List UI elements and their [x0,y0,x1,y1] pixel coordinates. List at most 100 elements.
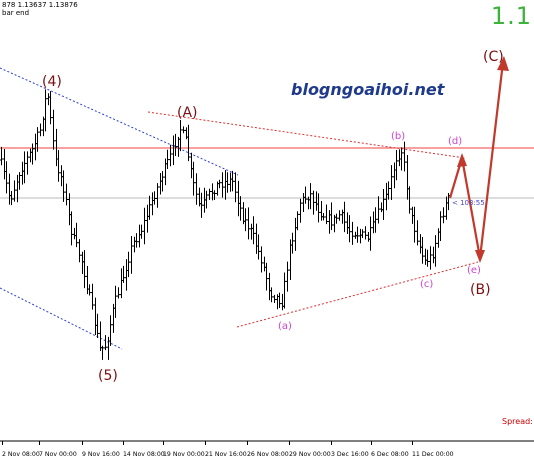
ohlc-bar [418,234,423,254]
ohlc-bar [126,251,131,278]
ohlc-bar [262,256,267,272]
ohlc-bar [4,161,9,194]
ohlc-bar [425,249,430,267]
ohlc-bar [72,227,77,240]
ohlc-bar [160,171,165,192]
ohlc-bar [142,207,147,245]
ohlc-bar [95,313,100,338]
ohlc-bar [246,207,251,240]
arrow-head-e [475,250,485,263]
ohlc-bar [397,149,402,167]
ohlc-bar [119,268,124,299]
ohlc-bar [17,172,22,190]
ohlc-bar [321,213,326,221]
ohlc-bar [80,251,85,274]
ohlc-bar [272,294,277,303]
ohlc-bar [204,190,209,209]
projection-path [448,56,509,263]
wave-labels: (4) (5) (A) (a) (b) (c) (d) (e) (B) (C) [42,49,504,384]
ohlc-bar [389,165,394,200]
ohlc-bar [360,229,365,238]
ohlc-bar [428,246,433,270]
ohlc-bar [33,133,38,161]
wave-label: (e) [467,265,481,276]
spread-label: Spread: [502,417,533,426]
wave-label: (a) [278,321,292,332]
ohlc-bar [334,213,339,224]
ohlc-bar [337,210,342,221]
ohlc-bar [98,321,103,351]
x-tick-label: 21 Nov 16:00 [205,451,247,458]
ohlc-bar [121,265,126,283]
x-tick-label: 11 Dec 00:00 [412,451,454,458]
ohlc-bar [171,135,176,165]
ohlc-bar [399,147,404,171]
ohlc-bar [342,201,347,233]
x-tick-label: 29 Nov 00:00 [289,451,331,458]
ohlc-bar [12,180,17,202]
ohlc-bar [165,149,170,169]
ohlc-bar [7,173,12,205]
ohlc-bar [293,217,298,251]
ohlc-bar [74,222,79,248]
wave-label: (A) [177,105,198,121]
ohlc-bar [392,162,397,189]
ohlc-bar [433,235,438,267]
ohlc-bar [220,172,225,198]
ohlc-bar [30,143,35,165]
ohlc-bar [2,149,7,180]
price-tag: < 103:55 [452,199,485,207]
lower-channel-line [0,287,123,350]
ohlc-bar [368,216,373,251]
ohlc-bar [56,150,61,182]
ohlc-bar [379,202,384,213]
upper-channel-line [0,67,239,176]
ohlc-bar [28,148,33,163]
x-tick-label: 19 Nov 00:00 [163,451,205,458]
overlay-lines [0,67,534,350]
ohlc-bar [116,287,121,299]
ohlc-bar [207,188,212,200]
ohlc-bar [340,209,345,224]
ohlc-bar [311,190,316,215]
ohlc-bar [191,161,196,196]
ohlc-bar [212,190,217,200]
ohlc-bar [373,207,378,233]
ohlc-bar [100,345,105,360]
wave-label: (c) [420,279,433,290]
ohlc-bar [106,336,111,360]
x-axis: 2 Nov 08:00 7 Nov 00:00 9 Nov 16:00 14 Nov … [0,440,534,458]
ohlc-bar [412,206,417,243]
x-tick-label: 9 Nov 16:00 [82,451,120,458]
ohlc-bar [194,173,199,205]
ohlc-bar [358,228,363,244]
ohlc-bar [90,283,95,310]
ohlc-bar [59,165,64,187]
header-mode: bar end [2,9,30,17]
x-tick-label: 6 Dec 08:00 [371,451,409,458]
ohlc-bar [259,246,264,273]
ohlc-bar [444,196,449,220]
ohlc-bar [147,195,152,220]
x-tick-label: 7 Nov 00:00 [39,451,77,458]
ohlc-bar [282,272,287,309]
ohlc-bar [394,150,399,181]
ohlc-bar [316,193,321,223]
price-tag-group: < 103:55 [452,199,485,207]
ohlc-bars [0,89,451,360]
ohlc-bar [308,183,313,210]
ohlc-bar [329,202,334,231]
ohlc-bar [314,191,319,211]
ohlc-bar [285,261,290,292]
x-tick-label: 2 Nov 08:00 [2,451,40,458]
ohlc-bar [0,146,4,166]
ohlc-bar [230,170,235,192]
ohlc-bar [223,170,228,200]
ohlc-bar [178,120,183,152]
ohlc-bar [155,183,160,208]
ohlc-bar [319,201,324,221]
ohlc-bar [345,212,350,234]
ohlc-bar [38,123,43,137]
x-tick-label: 3 Dec 16:00 [331,451,369,458]
ohlc-bar [366,232,371,242]
